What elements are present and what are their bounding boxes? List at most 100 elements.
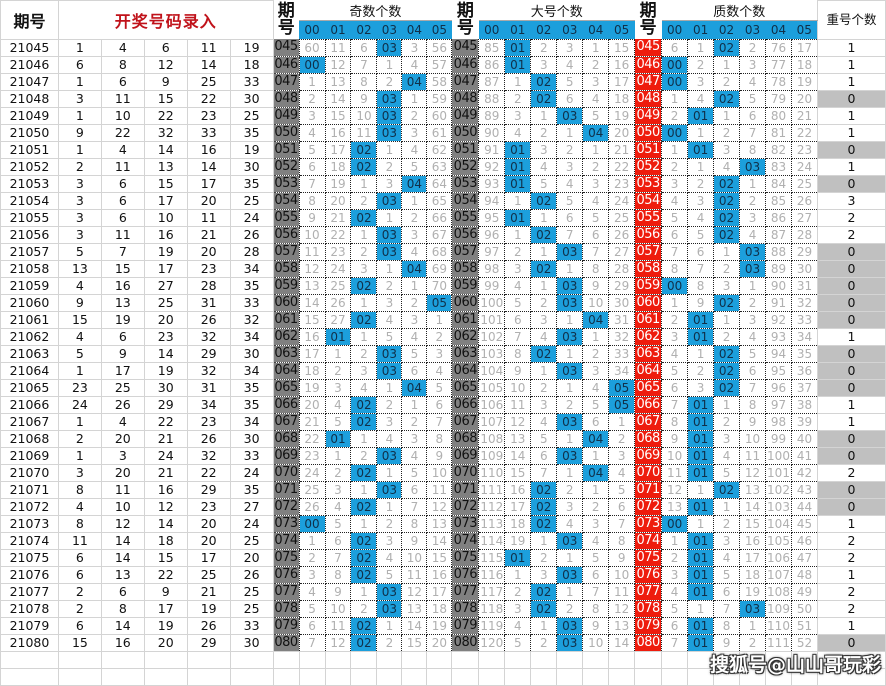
odd-miss-cell[interactable]: 1 (350, 293, 378, 312)
big-miss-cell[interactable]: 28 (608, 259, 636, 278)
prime-miss-cell[interactable]: 95 (765, 361, 792, 380)
odd-miss-cell[interactable]: 5 (426, 378, 453, 397)
big-miss-cell[interactable]: 113 (478, 514, 506, 533)
odd-miss-cell[interactable]: 7 (350, 55, 378, 74)
prime-miss-cell[interactable]: 12 (661, 480, 689, 499)
big-miss-cell[interactable]: 88 (478, 89, 506, 108)
draw-number-cell[interactable]: 1 (57, 446, 102, 465)
prime-miss-cell[interactable]: 1 (661, 140, 689, 159)
odd-miss-cell[interactable]: 15 (426, 548, 453, 567)
big-miss-cell[interactable]: 1 (582, 327, 610, 346)
draw-number-cell[interactable]: 16 (143, 225, 188, 244)
prime-hit-cell[interactable]: 01 (687, 310, 715, 329)
odd-miss-cell[interactable]: 19 (324, 174, 352, 193)
draw-number-cell[interactable]: 19 (100, 310, 145, 329)
big-miss-cell[interactable]: 10 (582, 633, 610, 652)
odd-miss-cell[interactable]: 4 (401, 242, 428, 261)
big-miss-cell[interactable]: 1 (582, 140, 610, 159)
empty-cell[interactable] (478, 667, 506, 686)
draw-number-cell[interactable]: 20 (186, 191, 231, 210)
period-cell[interactable]: 21077 (0, 582, 59, 601)
prime-miss-cell[interactable]: 1 (661, 293, 689, 312)
repeat-count-cell[interactable]: 0 (816, 480, 886, 499)
big-miss-cell[interactable]: 112 (478, 497, 506, 516)
odd-hit-cell[interactable]: 04 (401, 174, 428, 193)
odd-miss-cell[interactable]: 1 (324, 344, 352, 363)
prime-miss-cell[interactable]: 30 (791, 259, 818, 278)
odd-miss-cell[interactable]: 3 (376, 293, 403, 312)
big-miss-cell[interactable]: 5 (582, 548, 610, 567)
odd-miss-cell[interactable]: 4 (401, 327, 428, 346)
big-hit-cell[interactable]: 03 (556, 327, 584, 346)
empty-cell[interactable] (376, 667, 403, 686)
draw-number-cell[interactable]: 6 (100, 582, 145, 601)
draw-number-cell[interactable]: 14 (143, 514, 188, 533)
odd-miss-cell[interactable]: 1 (376, 259, 403, 278)
draw-number-cell[interactable]: 17 (143, 191, 188, 210)
draw-number-cell[interactable]: 17 (186, 174, 231, 193)
period-cell[interactable]: 21046 (0, 55, 59, 74)
big-miss-cell[interactable]: 4 (530, 327, 558, 346)
odd-hit-cell[interactable]: 01 (324, 327, 352, 346)
big-miss-cell[interactable]: 1 (556, 548, 584, 567)
odd-miss-cell[interactable]: 12 (401, 582, 428, 601)
big-miss-cell[interactable]: 12 (504, 412, 532, 431)
odd-miss-cell[interactable]: 1 (401, 395, 428, 414)
prime-miss-cell[interactable]: 5 (661, 208, 689, 227)
odd-miss-cell[interactable]: 5 (324, 514, 352, 533)
prime-miss-cell[interactable]: 46 (791, 531, 818, 550)
prime-miss-cell[interactable]: 92 (765, 310, 792, 329)
prime-hit-cell[interactable]: 00 (661, 55, 689, 74)
big-miss-cell[interactable]: 9 (504, 361, 532, 380)
prime-miss-cell[interactable]: 3 (713, 531, 741, 550)
empty-cell[interactable] (143, 650, 188, 669)
big-miss-cell[interactable]: 15 (608, 38, 636, 57)
period-cell[interactable]: 21056 (0, 225, 59, 244)
big-miss-cell[interactable]: 7 (608, 514, 636, 533)
big-hit-cell[interactable]: 01 (504, 548, 532, 567)
draw-number-cell[interactable]: 26 (186, 310, 231, 329)
draw-number-cell[interactable]: 25 (229, 191, 274, 210)
big-miss-cell[interactable]: 3 (582, 361, 610, 380)
odd-miss-cell[interactable]: 1 (350, 327, 378, 346)
draw-number-cell[interactable]: 9 (143, 72, 188, 91)
prime-miss-cell[interactable]: 22 (791, 123, 818, 142)
repeat-count-cell[interactable]: 0 (816, 242, 886, 261)
repeat-count-cell[interactable]: 2 (816, 531, 886, 550)
draw-number-cell[interactable]: 20 (186, 242, 231, 261)
odd-hit-cell[interactable]: 03 (376, 106, 403, 125)
big-miss-cell[interactable]: 4 (556, 514, 584, 533)
draw-number-cell[interactable]: 23 (186, 412, 231, 431)
odd-miss-cell[interactable]: 1 (376, 140, 403, 159)
draw-number-cell[interactable]: 15 (57, 633, 102, 652)
draw-number-cell[interactable]: 12 (143, 55, 188, 74)
repeat-count-cell[interactable]: 0 (816, 497, 886, 516)
draw-number-cell[interactable]: 22 (100, 123, 145, 142)
odd-miss-cell[interactable]: 4 (298, 582, 326, 601)
draw-number-cell[interactable]: 3 (57, 225, 102, 244)
prime-miss-cell[interactable]: 36 (791, 361, 818, 380)
big-miss-cell[interactable]: 29 (608, 276, 636, 295)
big-miss-cell[interactable]: 111 (478, 480, 506, 499)
big-miss-cell[interactable]: 1 (582, 38, 610, 57)
big-miss-cell[interactable]: 3 (530, 55, 558, 74)
odd-miss-cell[interactable]: 2 (350, 242, 378, 261)
prime-miss-cell[interactable]: 1 (687, 123, 715, 142)
draw-number-cell[interactable]: 10 (143, 208, 188, 227)
big-miss-cell[interactable]: 2 (582, 55, 610, 74)
odd-miss-cell[interactable]: 2 (376, 157, 403, 176)
draw-number-cell[interactable]: 19 (229, 140, 274, 159)
big-miss-cell[interactable]: 93 (478, 174, 506, 193)
odd-miss-cell[interactable]: 11 (298, 242, 326, 261)
draw-number-cell[interactable]: 11 (57, 531, 102, 550)
odd-hit-cell[interactable]: 04 (401, 378, 428, 397)
odd-miss-cell[interactable]: 19 (426, 616, 453, 635)
draw-number-cell[interactable]: 24 (229, 463, 274, 482)
draw-number-cell[interactable]: 35 (229, 378, 274, 397)
period-cell[interactable]: 21057 (0, 242, 59, 261)
odd-miss-cell[interactable]: 11 (350, 123, 378, 142)
prime-hit-cell[interactable]: 01 (687, 616, 715, 635)
empty-cell[interactable] (556, 650, 584, 669)
repeat-count-cell[interactable]: 0 (816, 378, 886, 397)
draw-number-cell[interactable]: 10 (100, 106, 145, 125)
